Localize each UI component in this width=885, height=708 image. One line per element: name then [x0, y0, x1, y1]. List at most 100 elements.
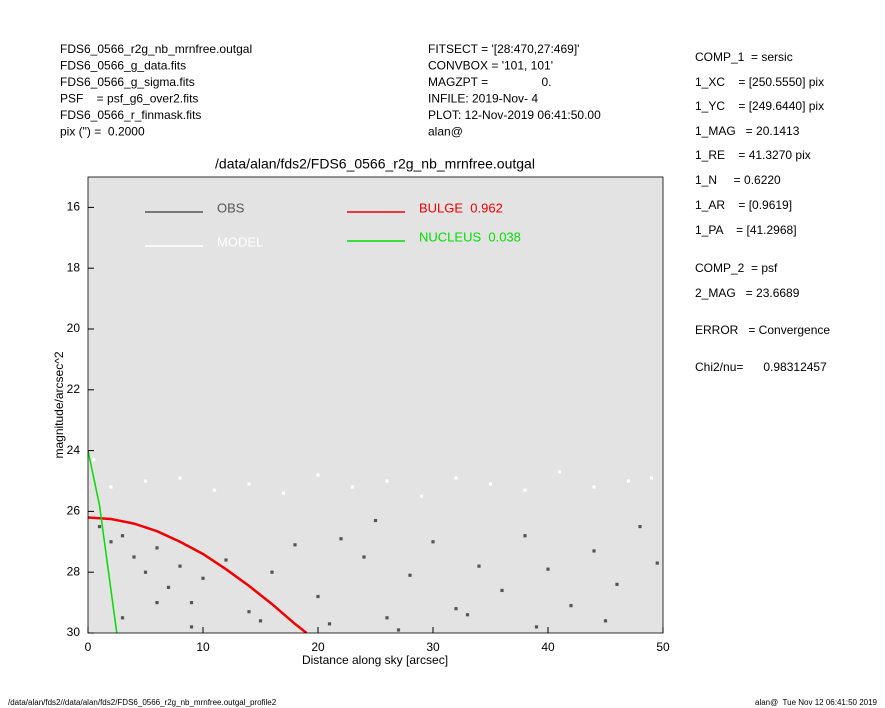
data-point [557, 470, 562, 474]
x-axis-label: Distance along sky [arcsec] [302, 653, 448, 667]
fit-parameter: ERROR = Convergence [695, 323, 830, 337]
fit-parameter: 1_AR = [0.9619] [695, 198, 792, 212]
chart-title: /data/alan/fds2/FDS6_0566_r2g_nb_mrnfree… [215, 156, 535, 172]
header-middle-line: MAGZPT = 0. [428, 75, 551, 89]
data-point [316, 473, 320, 477]
data-point [431, 540, 435, 544]
header-left-line: FDS6_0566_g_sigma.fits [60, 75, 195, 89]
y-tick-label: 26 [67, 504, 81, 518]
header-middle-line: INFILE: 2019-Nov- 4 [428, 92, 538, 106]
data-point [500, 588, 504, 593]
fit-parameter: 1_XC = [250.5550] pix [695, 75, 824, 89]
data-point [546, 567, 550, 571]
data-point [523, 534, 527, 538]
header-middle-line: alan@ [428, 125, 463, 139]
data-point [155, 601, 159, 605]
data-point [396, 628, 401, 632]
fit-parameter: Chi2/nu= 0.98312457 [695, 360, 827, 374]
model-curve [88, 516, 308, 633]
fit-parameter: 2_MAG = 23.6689 [695, 286, 800, 300]
legend-label: BULGE 0.962 [419, 200, 503, 215]
y-tick-label: 16 [67, 200, 81, 214]
data-point [465, 613, 470, 617]
header-middle-line: PLOT: 12-Nov-2019 06:41:50.00 [428, 108, 601, 122]
data-point [362, 555, 366, 559]
data-point [339, 537, 343, 541]
data-point [477, 564, 481, 568]
data-point [270, 570, 274, 574]
data-point [120, 616, 125, 620]
y-tick-label: 22 [67, 382, 81, 396]
data-point [523, 488, 527, 492]
legend-label: NUCLEUS 0.038 [419, 229, 521, 244]
data-point [454, 607, 458, 611]
fit-parameter: COMP_2 = psf [695, 261, 778, 275]
data-point [293, 543, 297, 547]
data-point [655, 561, 659, 565]
data-point [224, 558, 228, 562]
x-tick-label: 40 [541, 640, 555, 654]
data-point [132, 555, 136, 559]
data-point [120, 534, 125, 538]
data-point [109, 485, 113, 489]
fit-parameter: 1_PA = [41.2968] [695, 223, 797, 237]
data-point [281, 491, 286, 495]
data-point [178, 476, 182, 480]
data-point [373, 518, 378, 523]
header-left-line: pix (") = 0.2000 [60, 125, 145, 139]
fit-parameter: 1_RE = 41.3270 pix [695, 148, 811, 162]
header-left-line: FDS6_0566_r_finmask.fits [60, 108, 201, 122]
data-point [638, 525, 642, 529]
data-point [155, 546, 159, 550]
x-tick-label: 50 [656, 640, 670, 654]
data-point [97, 525, 102, 529]
data-point [385, 479, 389, 483]
x-tick-label: 20 [311, 640, 325, 654]
header-left-line: PSF = psf_g6_over2.fits [60, 92, 198, 106]
data-point [109, 540, 113, 544]
header-left-line: FDS6_0566_g_data.fits [60, 59, 186, 73]
x-tick-label: 30 [426, 640, 440, 654]
plot-area [88, 177, 663, 633]
data-point [385, 616, 389, 620]
data-point [143, 570, 148, 574]
x-tick-label: 0 [85, 640, 92, 654]
data-point [178, 564, 182, 568]
x-tick-label: 10 [196, 640, 210, 654]
data-point [316, 594, 320, 599]
y-tick-label: 30 [67, 625, 81, 639]
data-point [189, 601, 194, 605]
data-point [592, 549, 596, 553]
data-point [592, 485, 596, 489]
fit-parameter: COMP_1 = sersic [695, 50, 793, 64]
legend-label: MODEL [217, 234, 263, 249]
data-point [201, 576, 205, 580]
fit-parameter: 1_YC = [249.6440] pix [695, 99, 824, 113]
plot-frame [87, 176, 664, 634]
data-point [488, 482, 493, 486]
data-point [649, 476, 654, 480]
fit-parameter: 1_MAG = 20.1413 [695, 124, 800, 138]
data-point [626, 479, 631, 483]
plot-content [88, 450, 659, 633]
data-point [247, 482, 251, 486]
y-tick-label: 28 [67, 564, 81, 578]
data-point [408, 573, 412, 577]
data-point [143, 479, 148, 483]
footer-date: alan@ Tue Nov 12 06:41:50 2019 [755, 698, 878, 707]
header-left-line: FDS6_0566_r2g_nb_mrnfree.outgal [60, 42, 252, 56]
fit-parameter: 1_N = 0.6220 [695, 173, 781, 187]
model-curve [88, 450, 118, 633]
data-point [92, 458, 96, 462]
data-point [454, 476, 458, 480]
header-middle-line: CONVBOX = '101, 101' [428, 59, 553, 73]
data-point [615, 582, 619, 586]
data-point [603, 619, 608, 623]
footer-path: /data/alan/fds2//data/alan/fds2/FDS6_056… [8, 698, 277, 707]
data-point [569, 604, 573, 608]
data-point [350, 485, 355, 489]
data-point [189, 625, 194, 629]
y-axis-label: magnitude/arcsec^2 [52, 351, 66, 458]
data-point [258, 619, 263, 623]
